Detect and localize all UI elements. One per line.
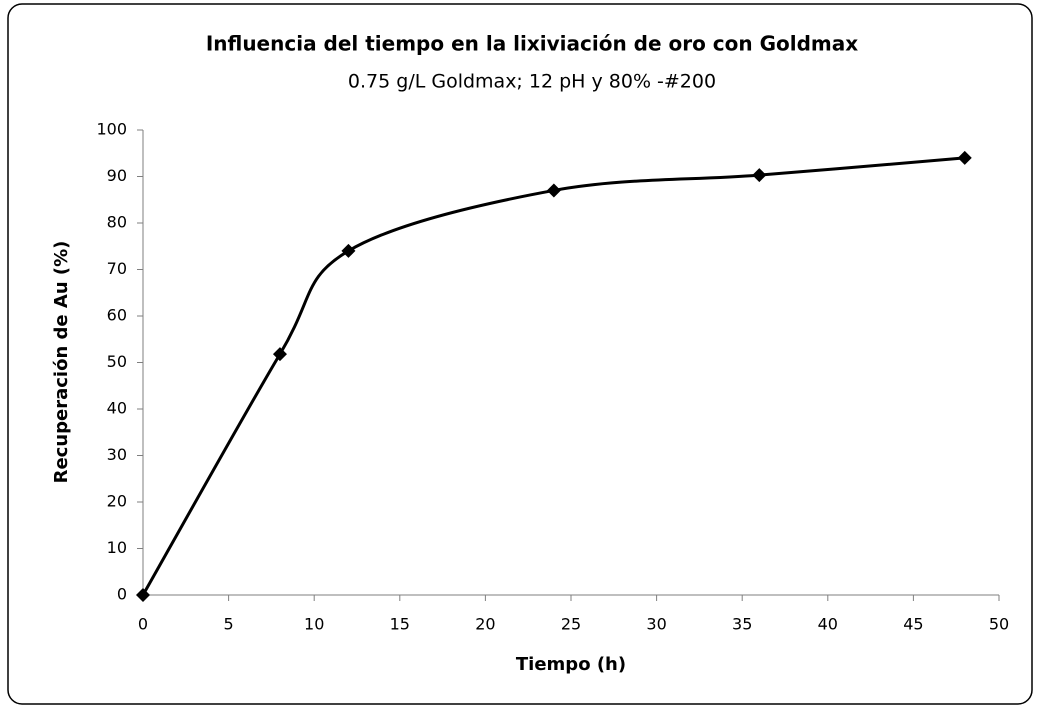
data-point bbox=[752, 168, 767, 183]
x-tick-label: 30 bbox=[646, 615, 666, 634]
data-point bbox=[136, 588, 150, 602]
data-point bbox=[341, 243, 356, 258]
x-tick-label: 5 bbox=[224, 615, 234, 634]
y-tick-label: 50 bbox=[107, 352, 127, 371]
y-tick-label: 90 bbox=[107, 166, 127, 185]
y-axis-label: Recuperación de Au (%) bbox=[51, 241, 72, 484]
chart-subtitle: 0.75 g/L Goldmax; 12 pH y 80% -#200 bbox=[348, 71, 716, 93]
y-tick-label: 30 bbox=[107, 445, 127, 464]
y-tick-label: 80 bbox=[107, 213, 127, 232]
y-tick-label: 10 bbox=[107, 538, 127, 557]
x-tick-label: 0 bbox=[138, 615, 148, 634]
chart-title: Influencia del tiempo en la lixiviación … bbox=[206, 32, 858, 56]
x-tick-label: 20 bbox=[475, 615, 495, 634]
data-point bbox=[957, 150, 972, 165]
data-line bbox=[141, 156, 965, 596]
x-tick-label: 10 bbox=[304, 615, 324, 634]
y-tick-label: 100 bbox=[96, 120, 127, 139]
x-tick-label: 40 bbox=[818, 615, 838, 634]
x-tick-label: 45 bbox=[903, 615, 923, 634]
x-tick-label: 50 bbox=[989, 615, 1009, 634]
chart-border bbox=[7, 3, 1033, 705]
x-tick-label: 35 bbox=[732, 615, 752, 634]
y-tick-label: 60 bbox=[107, 306, 127, 325]
y-tick-label: 70 bbox=[107, 259, 127, 278]
data-point bbox=[272, 347, 287, 362]
y-tick-label: 40 bbox=[107, 399, 127, 418]
x-axis-label: Tiempo (h) bbox=[516, 654, 626, 675]
data-point bbox=[546, 183, 561, 198]
y-tick-label: 0 bbox=[117, 585, 127, 604]
x-tick-label: 25 bbox=[561, 615, 581, 634]
y-tick-label: 20 bbox=[107, 492, 127, 511]
x-tick-label: 15 bbox=[390, 615, 410, 634]
